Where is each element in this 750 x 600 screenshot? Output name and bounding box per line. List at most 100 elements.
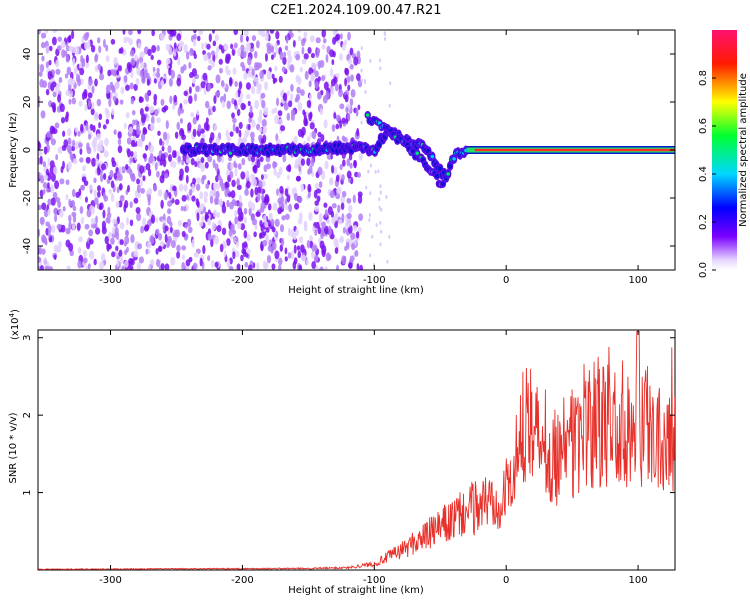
noise-speckle [85,156,91,164]
noise-speckle [87,263,91,270]
noise-speckle [167,154,172,162]
noise-speckle [43,146,48,155]
noise-speckle [319,266,324,270]
noise-speckle [77,130,81,137]
noise-speckle [346,197,352,204]
noise-speckle [212,53,216,63]
noise-speckle [98,204,102,211]
noise-speckle [65,193,69,201]
noise-speckle [353,56,359,66]
noise-speckle [90,45,96,53]
noise-speckle [173,51,177,57]
noise-speckle [48,59,52,66]
noise-speckle [314,228,318,236]
noise-speckle [314,206,320,212]
noise-speckle [278,118,283,126]
noise-speckle [229,201,234,210]
noise-speckle [243,216,247,224]
noise-speckle [240,44,245,52]
noise-speckle [235,126,240,134]
noise-speckle [258,232,263,240]
noise-speckle [226,258,231,268]
noise-speckle [324,266,328,270]
noise-speckle [82,257,88,264]
noise-speckle [175,150,181,158]
spectrogram-ylabel: Frequency (Hz) [8,112,19,188]
noise-speckle [140,225,145,234]
noise-speckle [344,94,349,103]
noise-speckle [45,45,50,55]
noise-speckle [334,247,339,254]
noise-speckle [256,193,261,202]
noise-speckle [156,45,160,52]
noise-speckle [254,99,260,110]
noise-speckle [207,155,213,163]
noise-speckle [348,58,353,65]
noise-speckle [299,66,303,73]
noise-speckle [357,104,361,111]
noise-speckle [129,219,134,227]
noise-speckle [266,71,272,80]
noise-speckle [135,206,141,214]
noise-speckle [53,166,58,175]
noise-speckle [281,66,286,73]
noise-speckle [289,64,295,73]
signal-core [440,181,446,187]
noise-speckle [102,192,106,200]
noise-speckle [221,154,225,164]
noise-speckle [168,67,172,76]
noise-speckle [144,224,150,231]
noise-speckle [38,171,41,180]
noise-speckle [41,202,47,211]
noise-speckle [81,184,86,191]
noise-speckle [357,172,361,178]
noise-speckle [110,91,113,100]
noise-speckle [306,136,311,142]
snr-ylabel: SNR (10 * v/v) [8,412,19,483]
noise-speckle [331,124,336,132]
noise-speckle [47,182,50,189]
noise-speckle [250,173,255,180]
noise-speckle [72,205,77,212]
noise-speckle [101,226,107,235]
noise-speckle [213,235,219,245]
noise-speckle [286,49,292,57]
noise-speckle [379,242,382,247]
noise-speckle [53,244,59,253]
noise-speckle [199,191,204,200]
noise-speckle [133,250,139,258]
noise-speckle [79,157,84,163]
noise-speckle [273,107,278,114]
noise-speckle [90,107,95,116]
noise-speckle [136,184,141,194]
noise-speckle [336,188,341,195]
noise-speckle [297,128,303,138]
noise-speckle [72,139,76,148]
noise-speckle [136,129,142,135]
noise-speckle [223,93,227,103]
noise-speckle [156,67,160,73]
noise-speckle [86,209,92,218]
noise-speckle [341,174,345,182]
noise-speckle [317,60,321,70]
noise-speckle [212,105,216,113]
noise-speckle [335,123,340,130]
noise-speckle [297,30,302,34]
noise-speckle [300,183,305,192]
noise-speckle [43,174,49,181]
noise-speckle [279,50,284,61]
noise-speckle [334,83,339,92]
noise-speckle [112,226,116,235]
noise-speckle [50,225,56,234]
noise-speckle [97,37,101,44]
x-tick-label: -200 [231,575,254,586]
noise-speckle [270,54,275,61]
noise-speckle [192,38,197,47]
noise-speckle [347,31,351,41]
noise-speckle [228,265,234,270]
noise-speckle [240,211,244,221]
noise-speckle [280,195,285,204]
noise-speckle [119,46,124,54]
noise-speckle [189,188,193,196]
noise-speckle [300,89,305,96]
